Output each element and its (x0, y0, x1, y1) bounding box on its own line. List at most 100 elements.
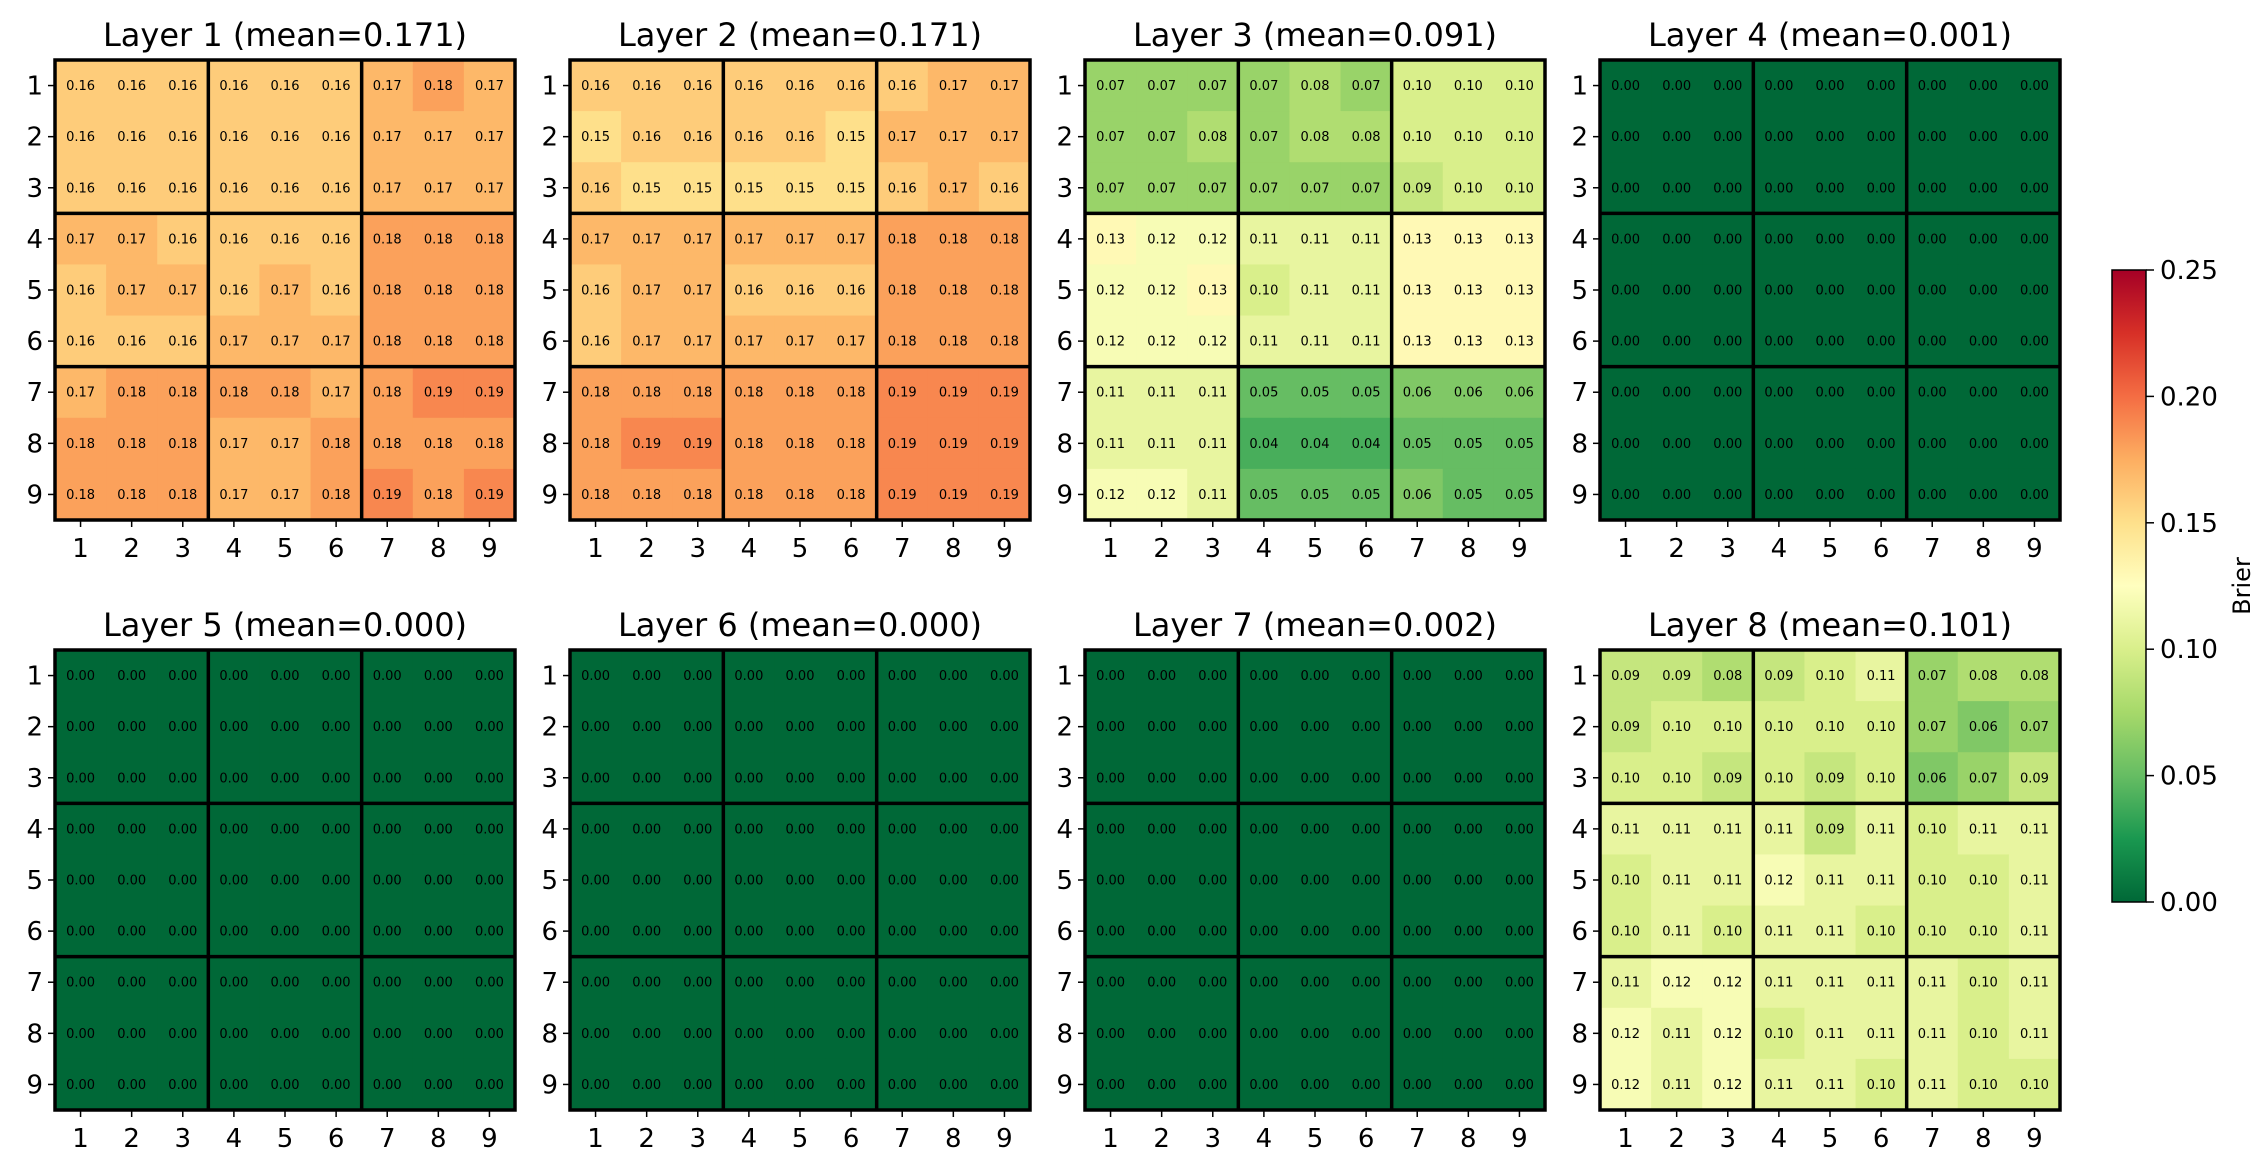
heatmap-cell (208, 315, 260, 368)
cell-value-label: 0.00 (837, 822, 866, 837)
heatmap-cell (106, 213, 158, 265)
cell-value-label: 0.00 (373, 976, 402, 991)
heatmap-cell (1085, 1007, 1137, 1060)
cell-value-label: 0.00 (1867, 335, 1896, 350)
heatmap-cell (1855, 854, 1908, 907)
heatmap-cell (208, 701, 260, 753)
y-tick-label: 1 (1571, 662, 1588, 692)
heatmap-cell (1442, 956, 1495, 1009)
x-tick-label: 2 (638, 534, 655, 564)
heatmap-cell (1085, 162, 1137, 214)
y-tick-label: 8 (1571, 1019, 1588, 1049)
cell-value-label: 0.00 (939, 771, 968, 786)
cell-value-label: 0.00 (786, 1078, 815, 1093)
heatmap-cell (1753, 162, 1805, 214)
cell-value-label: 0.00 (734, 720, 763, 735)
cell-value-label: 0.18 (683, 386, 712, 401)
heatmap-cell (978, 60, 1031, 112)
cell-value-label: 0.16 (117, 130, 146, 145)
cell-value-label: 0.16 (683, 79, 712, 94)
cell-value-label: 0.00 (1918, 232, 1947, 247)
cell-value-label: 0.00 (888, 720, 917, 735)
cell-value-label: 0.00 (475, 874, 504, 889)
cell-value-label: 0.00 (1198, 925, 1227, 940)
cell-value-label: 0.15 (632, 181, 661, 196)
y-tick-label: 5 (1571, 276, 1588, 306)
heatmap-cell (463, 264, 516, 317)
y-tick-label: 9 (1056, 1070, 1073, 1100)
heatmap-cell (1136, 803, 1188, 855)
cell-value-label: 0.18 (581, 488, 610, 503)
heatmap-cell (1187, 854, 1239, 907)
cell-value-label: 0.00 (475, 720, 504, 735)
heatmap-cell (1493, 162, 1546, 214)
cell-value-label: 0.10 (1918, 925, 1947, 940)
heatmap-cell (1187, 417, 1239, 470)
cell-value-label: 0.00 (322, 976, 351, 991)
cell-value-label: 0.00 (271, 925, 300, 940)
heatmap-cell (361, 1058, 414, 1111)
heatmap-cell (157, 701, 209, 753)
heatmap-cell (361, 905, 414, 958)
heatmap-cell (1340, 366, 1393, 419)
cell-value-label: 0.11 (1816, 1078, 1845, 1093)
x-tick-label: 2 (1668, 534, 1685, 564)
cell-value-label: 0.07 (1198, 79, 1227, 94)
cell-value-label: 0.07 (1198, 181, 1227, 196)
cell-value-label: 0.00 (1249, 1027, 1278, 1042)
y-tick-label: 5 (1056, 276, 1073, 306)
heatmap-cell (361, 956, 414, 1009)
heatmap-cell (1340, 1058, 1393, 1111)
x-tick-label: 6 (1873, 534, 1890, 564)
cell-value-label: 0.00 (837, 669, 866, 684)
x-tick-label: 6 (843, 1124, 860, 1154)
heatmap-cell (412, 213, 465, 265)
heatmap-cell (1340, 803, 1393, 855)
heatmap-cell (361, 1007, 414, 1060)
heatmap-cell (672, 213, 724, 265)
y-tick-label: 6 (541, 327, 558, 357)
cell-value-label: 0.12 (1713, 1078, 1742, 1093)
heatmap-cell (723, 701, 775, 753)
heatmap-cell (361, 111, 414, 163)
cell-value-label: 0.10 (2020, 1078, 2049, 1093)
cell-value-label: 0.10 (1969, 874, 1998, 889)
cell-value-label: 0.18 (990, 335, 1019, 350)
cell-value-label: 0.16 (734, 79, 763, 94)
heatmap-cell (157, 162, 209, 214)
cell-value-label: 0.16 (581, 284, 610, 299)
cell-value-label: 0.11 (1713, 874, 1742, 889)
cell-value-label: 0.00 (271, 1027, 300, 1042)
heatmap-cell (1855, 1058, 1908, 1111)
heatmap-cell (1702, 162, 1754, 214)
heatmap-cell (1136, 162, 1188, 214)
cell-value-label: 0.18 (168, 437, 197, 452)
heatmap-cell (1906, 417, 1959, 470)
cell-value-label: 0.00 (1713, 335, 1742, 350)
cell-value-label: 0.00 (1198, 669, 1227, 684)
cell-value-label: 0.00 (1352, 874, 1381, 889)
heatmap-cell (208, 468, 260, 521)
heatmap-cell (621, 111, 673, 163)
cell-value-label: 0.00 (1454, 874, 1483, 889)
cell-value-label: 0.05 (1249, 386, 1278, 401)
cell-value-label: 0.00 (1301, 771, 1330, 786)
cell-value-label: 0.16 (66, 79, 95, 94)
cell-value-label: 0.17 (117, 284, 146, 299)
cell-value-label: 0.17 (939, 181, 968, 196)
heatmap-cell (774, 905, 827, 958)
heatmap-cell (1600, 854, 1652, 907)
x-tick-label: 3 (1205, 534, 1222, 564)
cell-value-label: 0.00 (1403, 669, 1432, 684)
heatmap-cell (1340, 1007, 1393, 1060)
x-tick-label: 6 (843, 534, 860, 564)
heatmap-cell (978, 264, 1031, 317)
heatmap-cell (1906, 468, 1959, 521)
heatmap-cell (1136, 854, 1188, 907)
x-tick-label: 4 (1771, 1124, 1788, 1154)
heatmap-cell (1340, 468, 1393, 521)
x-tick-label: 1 (1617, 1124, 1634, 1154)
cell-value-label: 0.00 (1505, 669, 1534, 684)
x-tick-label: 6 (328, 534, 345, 564)
cell-value-label: 0.11 (1764, 1078, 1793, 1093)
